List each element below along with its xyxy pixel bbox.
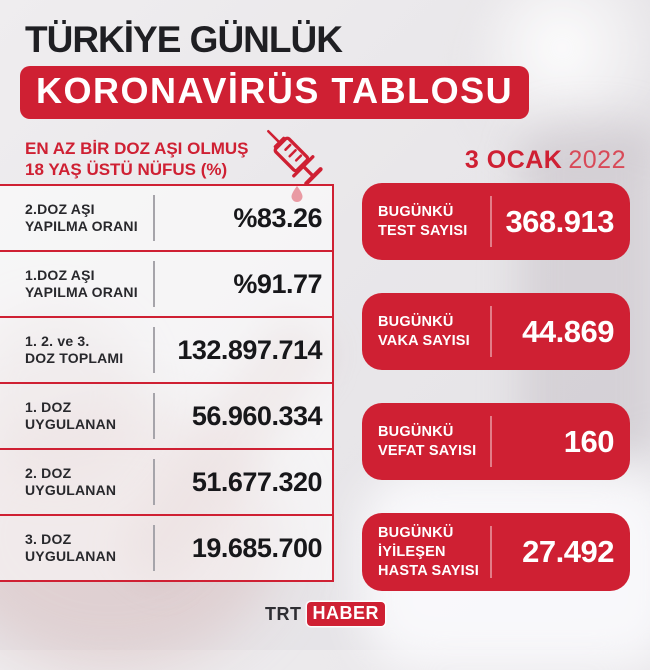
stat-card-cases: BUGÜNKÜ VAKA SAYISI 44.869 [362,293,630,370]
row-value: 56.960.334 [191,400,323,431]
stat-card-tests: BUGÜNKÜ TEST SAYISI 368.913 [362,183,630,260]
table-row: 1.DOZ AŞI YAPILMA ORANI %91.77 [0,252,332,318]
stat-card-deaths: BUGÜNKÜ VEFAT SAYISI 160 [362,403,630,480]
row-label: 1. DOZ UYGULANAN [25,399,117,432]
row-label: 1. 2. ve 3. DOZ TOPLAMI [25,333,124,366]
report-date: 3 OCAK 2022 [465,147,626,173]
column-divider [153,195,155,241]
row-label: 3. DOZ UYGULANAN [25,531,117,564]
column-divider [153,327,155,373]
trt-haber-logo: TRT HABER [264,602,386,626]
card-divider [490,306,492,357]
card-label: BUGÜNKÜ TEST SAYISI [378,203,468,239]
card-value: 44.869 [522,313,614,349]
column-divider [153,393,155,439]
column-divider [153,459,155,505]
row-label: 2.DOZ AŞI YAPILMA ORANI [25,201,138,234]
row-value: 19.685.700 [191,532,323,563]
column-divider [153,525,155,571]
report-date-year: 2022 [568,146,626,174]
stat-card-recovered: BUGÜNKÜ İYİLEŞEN HASTA SAYISI 27.492 [362,513,630,591]
card-divider [490,196,492,247]
page-title: TÜRKİYE GÜNLÜK [25,19,343,60]
logo-trt-text: TRT [264,603,302,624]
row-value: 51.677.320 [191,466,323,497]
card-value: 27.492 [522,534,614,569]
card-label: BUGÜNKÜ İYİLEŞEN HASTA SAYISI [378,524,479,579]
row-value: %83.26 [233,202,322,233]
daily-stats-cards: BUGÜNKÜ TEST SAYISI 368.913 BUGÜNKÜ VAKA… [362,183,630,591]
table-row: 2. DOZ UYGULANAN 51.677.320 [0,450,332,516]
table-row: 1. DOZ UYGULANAN 56.960.334 [0,384,332,450]
card-value: 368.913 [505,203,614,239]
report-date-day-month: 3 OCAK [464,146,563,174]
column-divider [153,261,155,307]
card-value: 160 [563,423,615,459]
card-label: BUGÜNKÜ VEFAT SAYISI [378,423,477,459]
vaccination-subtitle: EN AZ BİR DOZ AŞI OLMUŞ 18 YAŞ ÜSTÜ NÜFU… [25,139,249,179]
vaccination-table: 2.DOZ AŞI YAPILMA ORANI %83.26 1.DOZ AŞI… [0,184,334,582]
row-label: 1.DOZ AŞI YAPILMA ORANI [25,267,138,300]
table-row: 3. DOZ UYGULANAN 19.685.700 [0,516,332,580]
card-divider [490,526,492,578]
logo-haber-badge: HABER [306,602,386,626]
card-label: BUGÜNKÜ VAKA SAYISI [378,313,470,349]
table-row: 1. 2. ve 3. DOZ TOPLAMI 132.897.714 [0,318,332,384]
row-value: %91.77 [233,268,322,299]
title-banner: KORONAVİRÜS TABLOSU [20,66,530,119]
row-label: 2. DOZ UYGULANAN [25,465,117,498]
table-row: 2.DOZ AŞI YAPILMA ORANI %83.26 [0,186,332,252]
row-value: 132.897.714 [177,334,322,365]
syringe-icon [267,130,323,186]
card-divider [490,416,492,467]
